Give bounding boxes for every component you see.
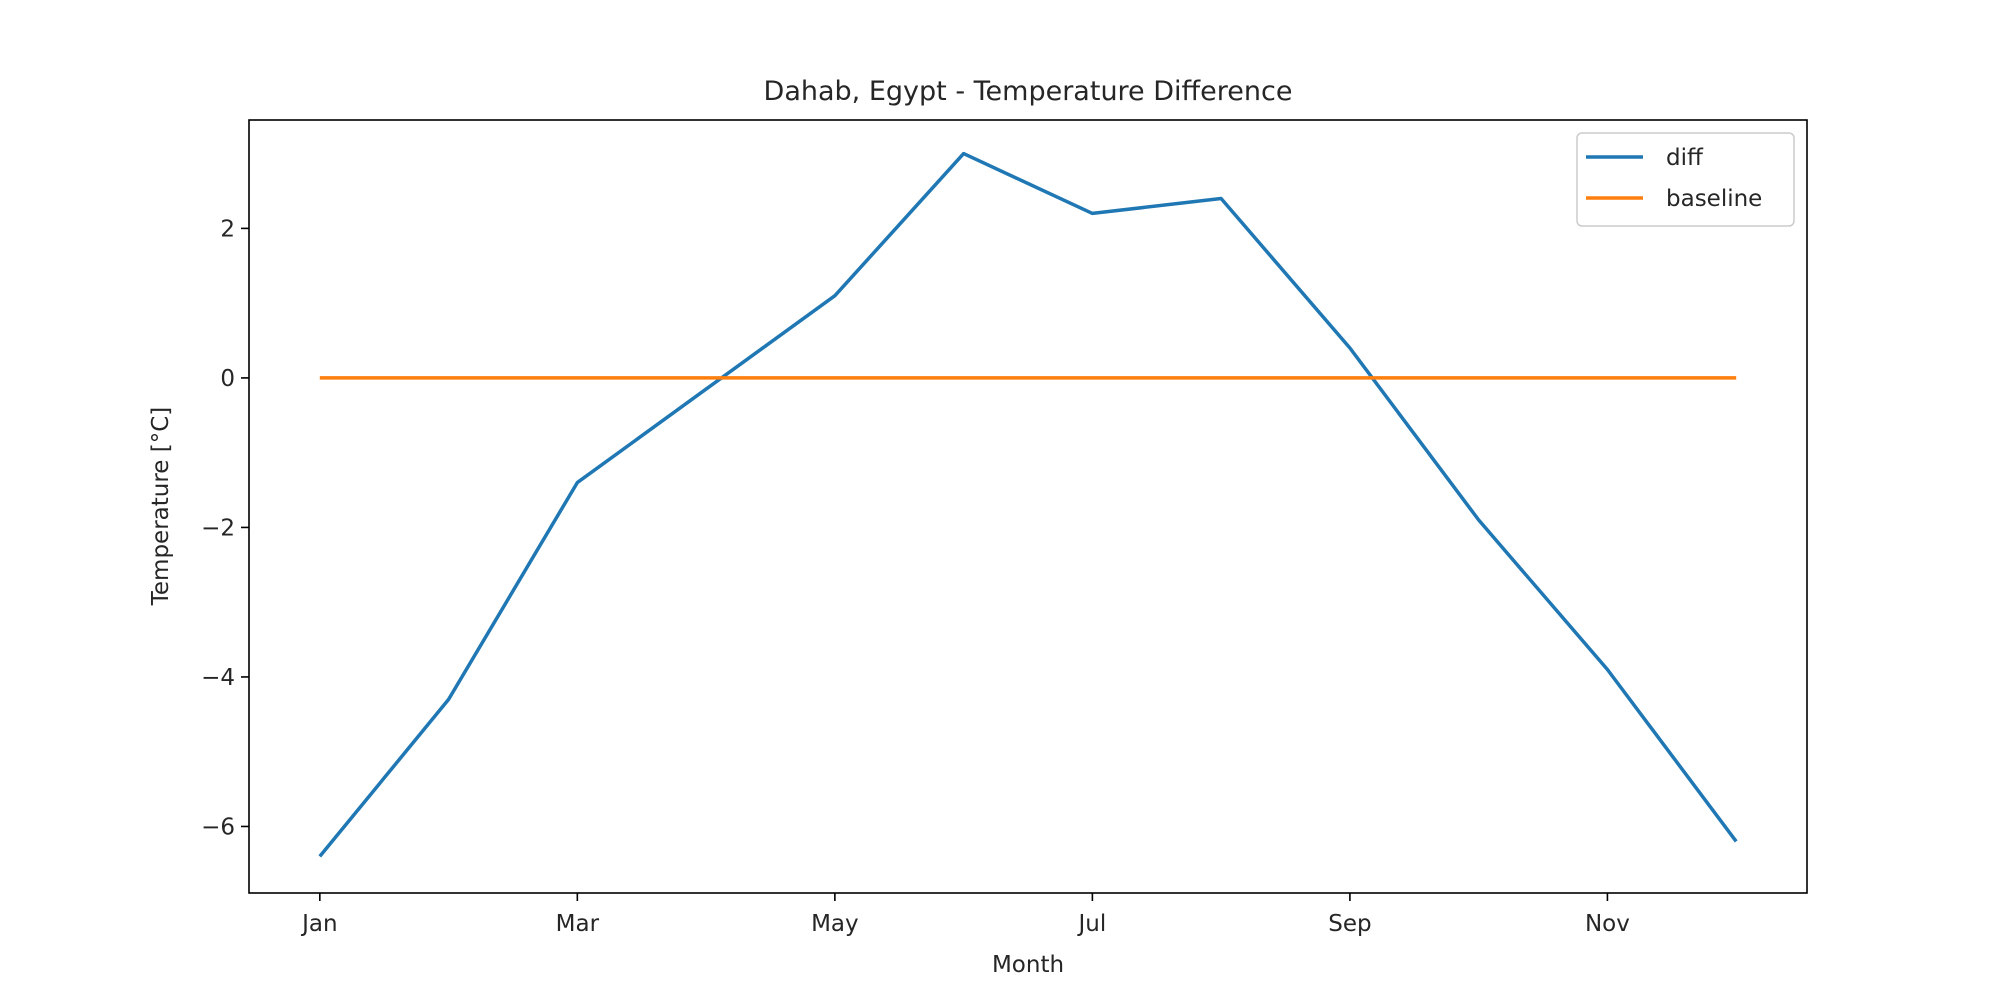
legend: diff baseline [1576, 132, 1795, 227]
plot-area [318, 151, 1738, 858]
y-tick-label: −4 [201, 665, 235, 691]
x-tick-label: Jul [1076, 911, 1106, 937]
x-tick-label: Nov [1585, 911, 1630, 937]
axes-frame [248, 119, 1808, 894]
x-tick-label: Sep [1328, 911, 1371, 937]
y-tick-label: 2 [220, 216, 235, 242]
chart-title: Dahab, Egypt - Temperature Difference [764, 76, 1293, 107]
legend-label-diff: diff [1666, 145, 1704, 171]
x-tick-label: Mar [556, 911, 600, 937]
x-axis-label: Month [992, 952, 1064, 978]
x-tick-label: Jan [300, 911, 337, 937]
y-tick-label: 0 [220, 366, 235, 392]
y-tick-label: −2 [201, 515, 235, 541]
legend-label-baseline: baseline [1666, 186, 1762, 212]
y-axis: −6 −4 −2 0 2 [201, 216, 249, 840]
y-axis-label: Temperature [°C] [148, 407, 174, 607]
x-tick-label: May [811, 911, 859, 937]
x-axis: Jan Mar May Jul Sep Nov [300, 893, 1630, 937]
y-tick-label: −6 [201, 814, 235, 840]
series-line-diff [318, 151, 1738, 858]
